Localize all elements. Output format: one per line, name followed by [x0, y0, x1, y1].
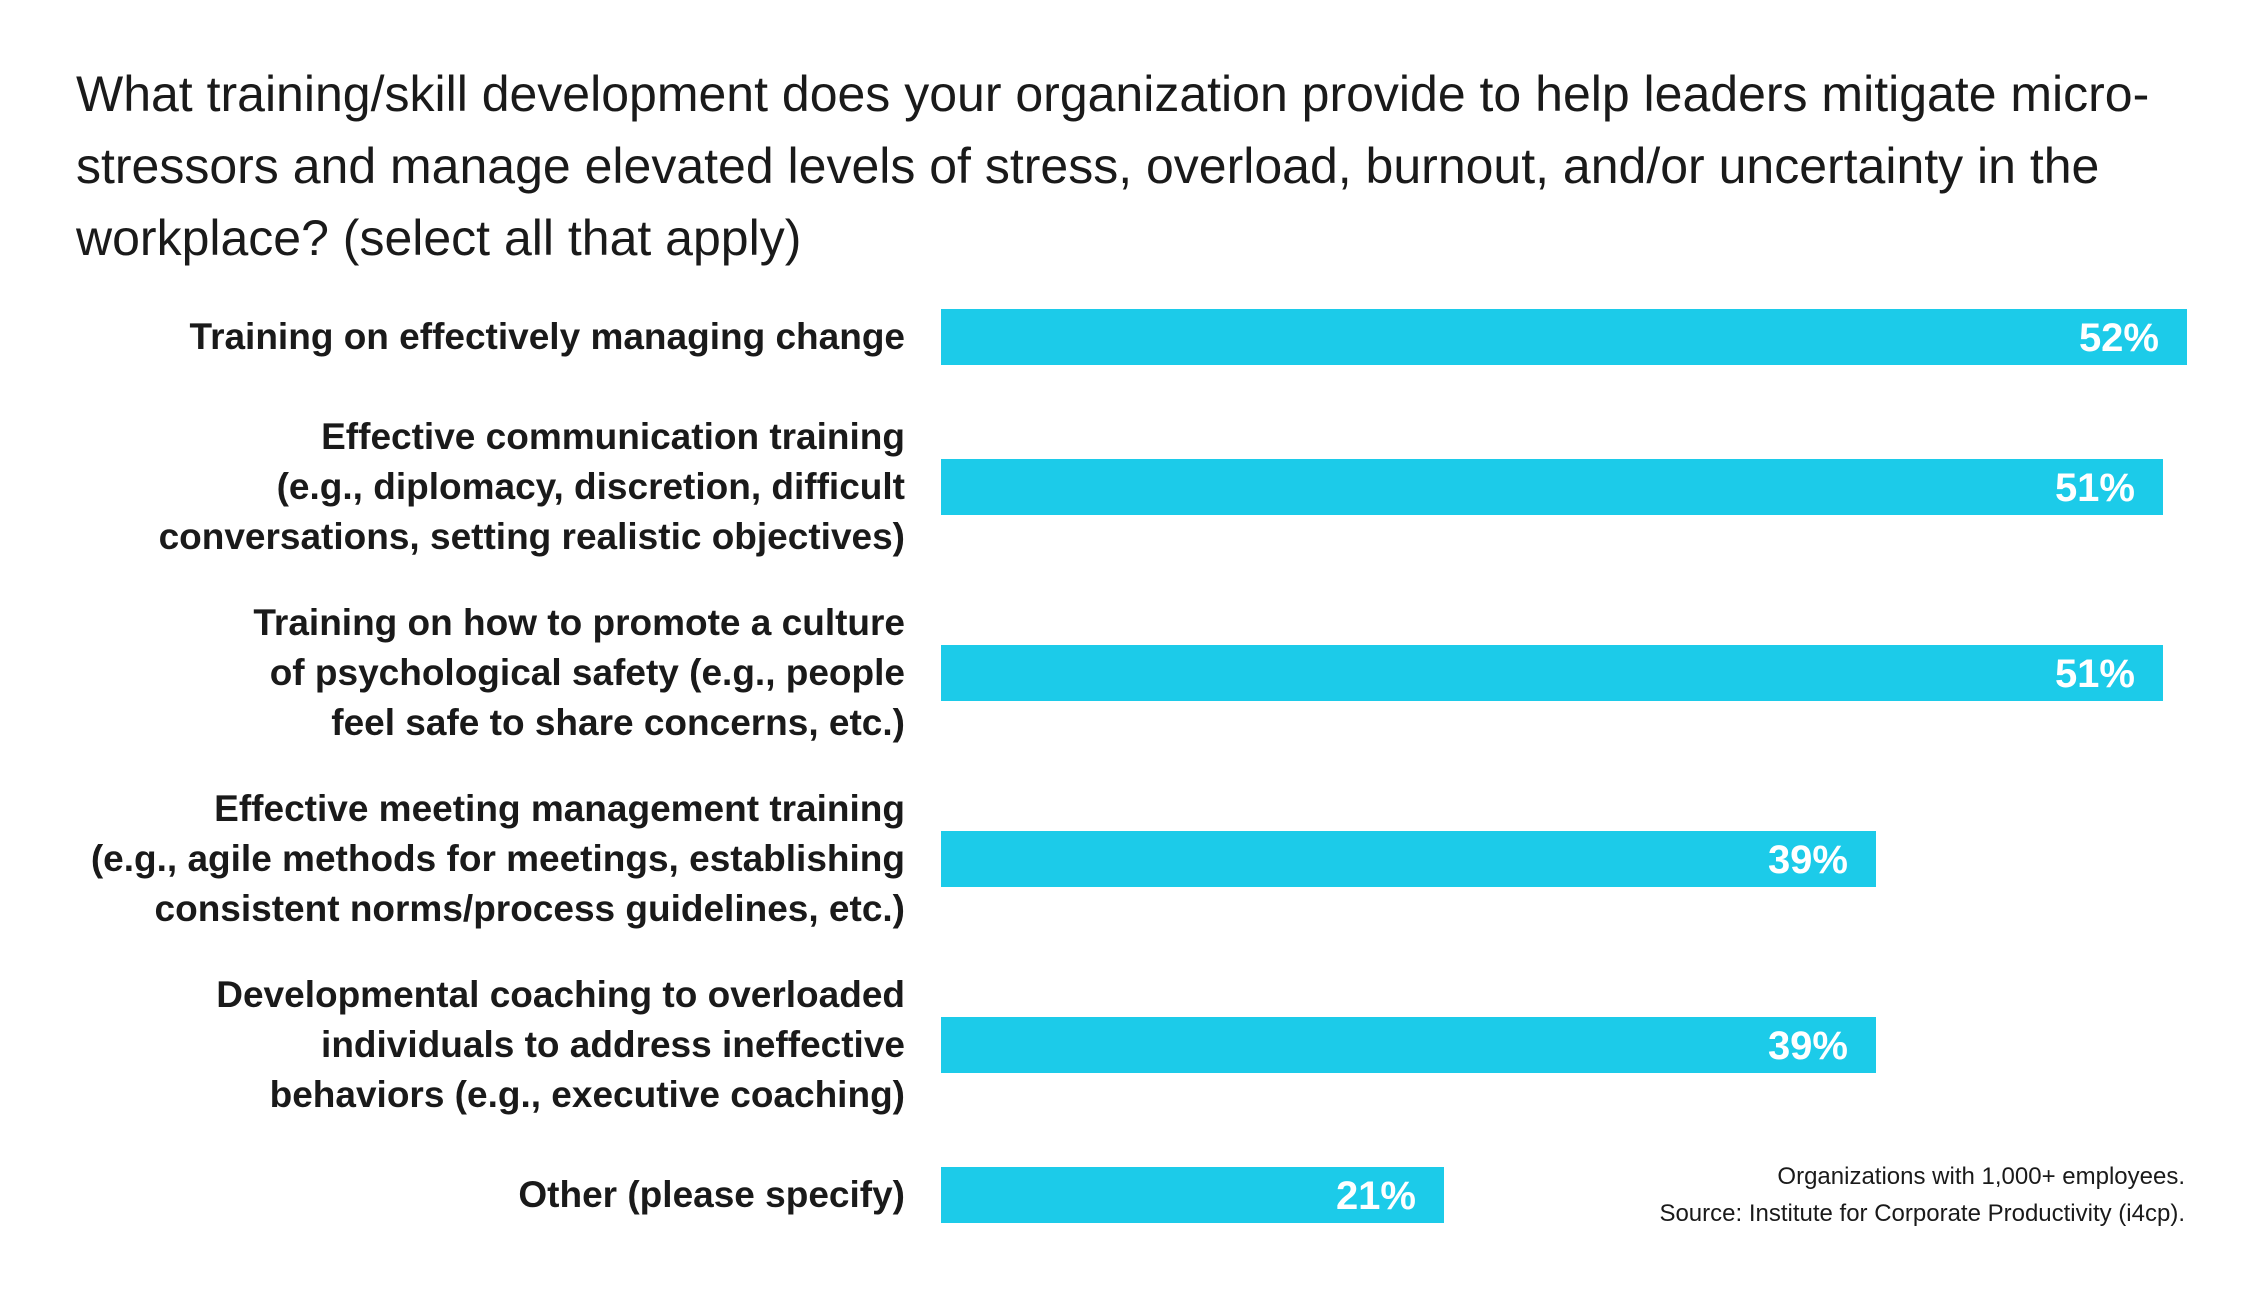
footnote-sample: Organizations with 1,000+ employees.	[1777, 1163, 2185, 1190]
category-label-line: (e.g., agile methods for meetings, estab…	[90, 838, 905, 879]
category-label-line: of psychological safety (e.g., people	[269, 652, 905, 693]
bar-value-label: 51%	[2054, 466, 2135, 510]
category-label-line: Developmental coaching to overloaded	[216, 974, 905, 1015]
bar: 39%	[941, 1017, 1876, 1073]
category-label-line: feel safe to share concerns, etc.)	[331, 702, 905, 743]
footnote: Organizations with 1,000+ employees. Sou…	[1659, 1158, 2185, 1232]
category-label-line: Effective communication training	[321, 416, 905, 457]
category-label-line: Training on how to promote a culture	[253, 602, 905, 643]
chart-title: What training/skill development does you…	[76, 66, 2150, 266]
category-label: Other (please specify)	[25, 1170, 905, 1220]
category-label: Effective communication training (e.g., d…	[25, 412, 905, 562]
category-label-line: behaviors (e.g., executive coaching)	[269, 1074, 905, 1115]
bar: 39%	[941, 831, 1876, 887]
category-label-line: Other (please specify)	[518, 1174, 905, 1215]
category-label-line: Effective meeting management training	[214, 788, 905, 829]
category-label: Training on how to promote a culture of p…	[25, 598, 905, 748]
bar-value-label: 21%	[1335, 1174, 1416, 1218]
footnote-source: Source: Institute for Corporate Producti…	[1659, 1200, 2185, 1227]
category-label-line: conversations, setting realistic objecti…	[158, 516, 905, 557]
category-label-line: consistent norms/process guidelines, etc…	[154, 888, 905, 929]
category-label: Developmental coaching to overloaded indi…	[25, 970, 905, 1120]
bar: 52%	[941, 309, 2187, 365]
bar-value-label: 51%	[2054, 652, 2135, 696]
category-label-line: individuals to address ineffective	[321, 1024, 905, 1065]
bar-value-label: 39%	[1767, 1024, 1848, 1068]
bar: 51%	[941, 645, 2163, 701]
category-label: Effective meeting management training (e.…	[25, 784, 905, 934]
category-label-line: (e.g., diplomacy, discretion, difficult	[276, 466, 905, 507]
bar: 21%	[941, 1167, 1444, 1223]
bar-value-label: 52%	[2078, 316, 2159, 360]
bar: 51%	[941, 459, 2163, 515]
category-label-line: Training on effectively managing change	[189, 316, 905, 357]
bar-value-label: 39%	[1767, 838, 1848, 882]
category-label: Training on effectively managing change	[25, 312, 905, 362]
